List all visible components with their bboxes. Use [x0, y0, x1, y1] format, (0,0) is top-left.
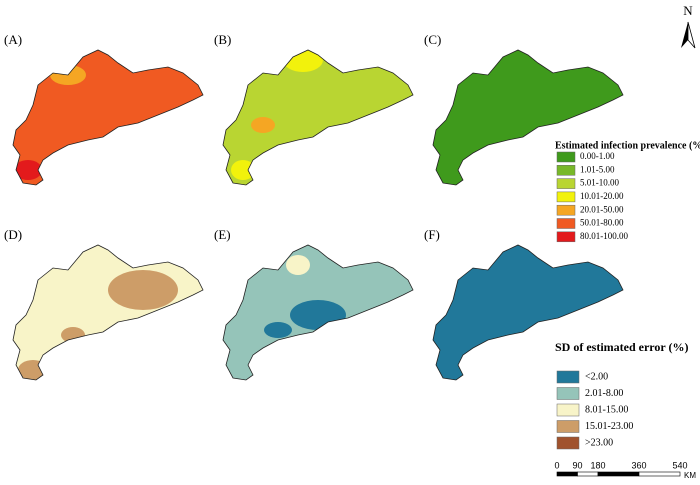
- region-patch: [231, 160, 255, 180]
- scale-unit: KM: [684, 471, 696, 480]
- map-panel: [432, 244, 624, 381]
- legend-swatch: [556, 151, 576, 163]
- legend-label: 15.01-23.00: [585, 421, 633, 432]
- legend-label: 0.00-1.00: [580, 151, 615, 161]
- legend-swatch: [556, 178, 576, 189]
- legend-label: >23.00: [585, 437, 613, 448]
- region: [13, 245, 203, 380]
- map-panel: [12, 49, 204, 186]
- region-patch: [61, 327, 85, 343]
- legend-swatch: [556, 218, 576, 229]
- north-arrow: N: [681, 3, 696, 49]
- legend-swatch: [556, 165, 576, 176]
- legend-label: 80.01-100.00: [580, 231, 628, 241]
- scale-segment: [638, 471, 681, 477]
- region-patch: [108, 270, 178, 310]
- legend-swatch: [556, 231, 576, 243]
- legend-swatch: [556, 370, 580, 384]
- scale-segment: [577, 471, 599, 477]
- map-panel: [222, 49, 414, 186]
- legend-swatch: [556, 420, 580, 433]
- legend-label: 50.01-80.00: [580, 218, 624, 228]
- scale-label: 0: [554, 460, 559, 470]
- region-patch: [264, 322, 292, 338]
- region-patch: [251, 117, 275, 133]
- scale-label: 540: [672, 460, 687, 470]
- scale-label: 180: [590, 460, 605, 470]
- region-patch: [290, 300, 346, 330]
- legend-swatch: [556, 436, 580, 450]
- north-arrow-left: [681, 22, 688, 48]
- region-patch: [14, 160, 42, 180]
- panel-label: (D): [4, 227, 22, 242]
- legend-label: 2.01-8.00: [585, 388, 623, 399]
- north-arrow-right: [687, 21, 696, 49]
- panel-label: (B): [214, 32, 231, 47]
- legend-swatch: [556, 387, 580, 400]
- scale-segment: [597, 471, 640, 477]
- legend-label: <2.00: [585, 371, 608, 382]
- panel-label: (C): [424, 32, 441, 47]
- legend-swatch: [556, 403, 580, 417]
- scale-label: 90: [572, 460, 582, 470]
- region: [433, 245, 623, 380]
- region: [223, 50, 413, 185]
- panel-label: (E): [214, 227, 231, 242]
- legend-label: 20.01-50.00: [580, 204, 624, 214]
- legend-label: 5.01-10.00: [580, 178, 619, 188]
- map-panels: [12, 49, 624, 381]
- legend-label: 1.01-5.00: [580, 164, 615, 174]
- legend-label: 10.01-20.00: [580, 191, 624, 201]
- legend-label: 8.01-15.00: [585, 404, 628, 415]
- panel-label: (F): [424, 227, 440, 242]
- scale-segment: [556, 471, 578, 477]
- region: [13, 50, 203, 185]
- panel-label: (A): [4, 32, 22, 47]
- north-label: N: [683, 3, 693, 18]
- legend-title: Estimated infection prevalence (%): [555, 140, 700, 151]
- scale-label: 360: [631, 460, 646, 470]
- legend-swatch: [556, 191, 576, 203]
- legend-swatch: [556, 204, 576, 216]
- map-panel: [222, 244, 414, 381]
- legend-title: SD of estimated error (%): [555, 340, 689, 354]
- region-patch: [286, 255, 310, 275]
- region-patch: [283, 50, 323, 72]
- map-panel: [12, 244, 204, 381]
- region-patches: [18, 270, 178, 380]
